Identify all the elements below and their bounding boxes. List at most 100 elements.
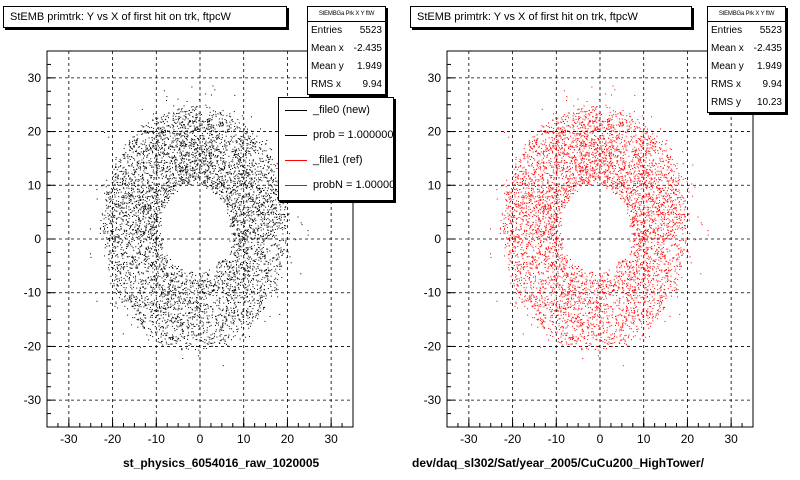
scatter-point xyxy=(172,137,174,139)
scatter-point xyxy=(210,127,212,129)
scatter-point xyxy=(129,202,131,203)
scatter-point xyxy=(275,188,277,190)
scatter-point xyxy=(238,196,240,198)
scatter-point xyxy=(264,263,266,265)
scatter-point xyxy=(221,157,223,159)
scatter-point xyxy=(133,239,135,241)
scatter-point xyxy=(134,146,135,148)
scatter-point xyxy=(232,141,234,143)
scatter-point xyxy=(160,151,162,153)
scatter-point xyxy=(222,148,224,150)
scatter-point xyxy=(160,117,162,119)
scatter-point xyxy=(266,174,268,176)
scatter-point xyxy=(269,159,271,160)
scatter-point xyxy=(189,325,191,327)
scatter-point xyxy=(160,261,162,263)
scatter-point xyxy=(118,206,120,208)
scatter-point xyxy=(271,159,273,161)
scatter-point xyxy=(183,145,185,147)
scatter-point xyxy=(232,261,234,263)
scatter-point xyxy=(233,189,235,191)
scatter-point xyxy=(244,287,246,289)
scatter-point xyxy=(273,164,275,166)
scatter-point xyxy=(106,237,108,239)
scatter-point xyxy=(186,342,188,344)
scatter-point xyxy=(130,147,132,149)
scatter-point xyxy=(189,342,191,344)
scatter-point xyxy=(230,296,232,298)
scatter-point xyxy=(236,256,238,258)
scatter-point xyxy=(134,296,136,298)
scatter-point xyxy=(204,312,206,314)
scatter-point xyxy=(221,178,223,180)
scatter-point xyxy=(194,155,196,157)
scatter-point xyxy=(155,309,157,311)
scatter-point xyxy=(238,202,240,204)
scatter-point xyxy=(186,163,188,165)
scatter-point xyxy=(261,238,263,240)
scatter-point xyxy=(146,155,148,157)
scatter-point xyxy=(207,321,209,323)
scatter-point xyxy=(194,119,196,121)
scatter-point xyxy=(251,162,253,164)
scatter-point xyxy=(137,253,139,255)
scatter-point xyxy=(113,253,115,254)
scatter-point xyxy=(244,167,246,169)
scatter-point xyxy=(121,242,123,244)
scatter-point xyxy=(258,188,260,190)
scatter-point xyxy=(151,221,153,223)
scatter-point xyxy=(268,167,270,169)
scatter-point xyxy=(278,227,280,229)
scatter-point xyxy=(300,273,302,275)
scatter-point xyxy=(216,135,218,137)
scatter-point xyxy=(157,272,159,274)
scatter-point xyxy=(238,255,240,257)
scatter-point xyxy=(126,187,128,189)
scatter-point xyxy=(242,309,244,311)
scatter-point xyxy=(116,233,118,235)
scatter-point xyxy=(203,151,205,153)
scatter-point xyxy=(249,265,251,267)
scatter-point xyxy=(263,202,265,204)
scatter-point xyxy=(182,177,184,178)
scatter-point xyxy=(235,150,237,151)
scatter-point xyxy=(141,211,143,213)
scatter-point xyxy=(167,273,169,275)
scatter-point xyxy=(175,294,176,296)
scatter-point xyxy=(153,310,155,312)
scatter-point xyxy=(163,132,165,134)
scatter-point xyxy=(245,186,247,188)
scatter-point xyxy=(230,127,232,129)
scatter-point xyxy=(233,111,235,113)
scatter-point xyxy=(254,162,256,164)
scatter-point xyxy=(170,190,171,192)
scatter-point xyxy=(147,207,149,209)
scatter-point xyxy=(99,232,101,234)
scatter-point xyxy=(158,266,160,268)
scatter-point xyxy=(224,139,226,141)
scatter-point xyxy=(242,195,244,197)
scatter-point xyxy=(155,113,157,115)
scatter-point xyxy=(168,288,170,290)
scatter-point xyxy=(267,162,269,164)
scatter-point xyxy=(144,258,146,260)
scatter-point xyxy=(209,178,211,180)
scatter-point xyxy=(269,259,271,261)
scatter-point xyxy=(143,209,145,211)
scatter-point xyxy=(194,279,196,281)
scatter-point xyxy=(217,149,219,150)
scatter-point xyxy=(225,132,227,133)
scatter-point xyxy=(236,198,238,200)
scatter-point xyxy=(119,165,121,167)
scatter-point xyxy=(261,195,263,197)
scatter-point xyxy=(212,187,214,189)
scatter-point xyxy=(259,307,261,309)
scatter-point xyxy=(282,222,283,224)
scatter-point xyxy=(129,292,131,294)
scatter-point xyxy=(182,336,184,338)
scatter-point xyxy=(114,183,116,185)
scatter-point xyxy=(132,216,134,217)
scatter-point xyxy=(109,251,111,253)
scatter-point xyxy=(244,251,246,253)
scatter-point xyxy=(123,300,125,302)
